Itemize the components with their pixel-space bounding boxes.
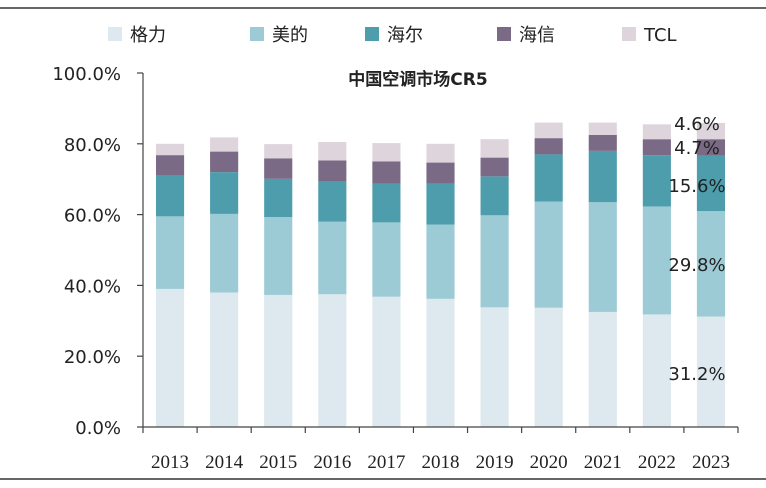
bars xyxy=(155,122,726,427)
bar-segment-美的-2016 xyxy=(318,221,347,295)
bar-segment-海尔-2020 xyxy=(534,154,563,202)
bar-segment-TCL-2017 xyxy=(372,143,401,162)
x-tick-label: 2013 xyxy=(151,452,189,473)
bar-segment-海信-2017 xyxy=(372,161,401,184)
bar-segment-TCL-2020 xyxy=(534,122,563,139)
x-axis: 2013 2014 2015 2016 2017 2018 2019 2020 2021 2022… xyxy=(142,426,739,473)
bar-segment-TCL-2015 xyxy=(264,144,293,159)
x-tick-label: 2014 xyxy=(205,452,244,473)
chart-title: 中国空调市场CR5 xyxy=(348,69,487,90)
bar-segment-海尔-2021 xyxy=(588,150,617,203)
bar-segment-美的-2015 xyxy=(264,217,293,295)
legend: 格力 美的 海尔 海信 TCL xyxy=(108,25,677,46)
bar-segment-海信-2019 xyxy=(480,157,509,177)
bar-segment-美的-2014 xyxy=(210,213,239,293)
bar-segment-格力-2017 xyxy=(372,296,401,427)
bar-segment-海尔-2019 xyxy=(480,176,509,216)
bar-segment-TCL-2021 xyxy=(588,122,617,135)
bar-segment-美的-2013 xyxy=(155,216,185,289)
data-label-海信: 4.7% xyxy=(674,138,720,159)
legend-label-格力: 格力 xyxy=(130,25,166,46)
bar-segment-格力-2016 xyxy=(318,294,347,427)
bar-segment-格力-2015 xyxy=(264,294,293,427)
bar-segment-格力-2018 xyxy=(426,298,455,427)
y-tick-label: 40.0% xyxy=(64,276,121,297)
bar-segment-海尔-2013 xyxy=(155,175,185,217)
bar-segment-美的-2020 xyxy=(534,201,563,308)
x-tick-label: 2015 xyxy=(259,452,297,473)
bar-segment-海尔-2017 xyxy=(372,183,401,223)
bar-segment-TCL-2014 xyxy=(210,137,239,152)
bar-segment-海信-2021 xyxy=(588,134,617,151)
legend-swatch-海信 xyxy=(497,27,511,41)
bar-segment-格力-2013 xyxy=(155,288,185,427)
bar-segment-格力-2014 xyxy=(210,292,239,427)
legend-swatch-格力 xyxy=(108,27,122,41)
bar-segment-海尔-2015 xyxy=(264,178,293,218)
bar-segment-海信-2020 xyxy=(534,138,563,155)
bar-segment-海信-2013 xyxy=(155,155,185,176)
bar-segment-美的-2019 xyxy=(480,215,509,308)
bar-segment-海信-2022 xyxy=(642,139,671,156)
bar-segment-海信-2018 xyxy=(426,162,455,184)
bar-segment-海信-2014 xyxy=(210,151,239,173)
bar-segment-格力-2020 xyxy=(534,307,563,427)
bar-segment-海尔-2014 xyxy=(210,172,239,214)
legend-label-海尔: 海尔 xyxy=(387,25,423,46)
bar-segment-美的-2023 xyxy=(696,211,726,317)
x-tick-label: 2020 xyxy=(530,452,568,473)
y-tick-label: 0.0% xyxy=(75,418,121,439)
bar-segment-海信-2023 xyxy=(696,139,726,156)
y-tick-label: 100.0% xyxy=(52,64,121,85)
x-tick-label: 2022 xyxy=(638,452,676,473)
bar-segment-海尔-2022 xyxy=(642,155,671,207)
y-tick-label: 80.0% xyxy=(64,135,121,156)
data-label-TCL: 4.6% xyxy=(674,114,720,135)
data-labels: 31.2% 29.8% 15.6% 4.7% 4.6% xyxy=(668,114,725,385)
bar-segment-TCL-2019 xyxy=(480,139,509,158)
bar-segment-美的-2021 xyxy=(588,202,617,312)
bar-segment-美的-2017 xyxy=(372,222,401,297)
bar-segment-海尔-2018 xyxy=(426,183,455,225)
x-tick-label: 2017 xyxy=(367,452,405,473)
x-tick-label: 2023 xyxy=(692,452,730,473)
bar-segment-美的-2018 xyxy=(426,224,455,299)
y-axis: 0.0% 20.0% 40.0% 60.0% 80.0% 100.0% xyxy=(52,64,144,439)
legend-swatch-美的 xyxy=(250,27,264,41)
legend-label-美的: 美的 xyxy=(272,25,308,46)
bar-segment-TCL-2016 xyxy=(318,142,347,161)
data-label-格力: 31.2% xyxy=(668,364,725,385)
data-label-美的: 29.8% xyxy=(668,255,725,276)
x-tick-label: 2018 xyxy=(422,452,460,473)
y-tick-label: 20.0% xyxy=(64,347,121,368)
bar-segment-海尔-2016 xyxy=(318,181,347,222)
legend-label-海信: 海信 xyxy=(519,25,555,46)
bar-segment-格力-2021 xyxy=(588,311,617,427)
bar-segment-格力-2022 xyxy=(642,314,671,427)
data-label-海尔: 15.6% xyxy=(668,176,725,197)
bar-segment-TCL-2018 xyxy=(426,143,455,163)
bar-segment-TCL-2022 xyxy=(642,124,671,140)
bar-segment-海信-2016 xyxy=(318,160,347,182)
bar-segment-TCL-2013 xyxy=(155,143,185,156)
legend-swatch-TCL xyxy=(622,27,636,41)
y-tick-label: 60.0% xyxy=(64,206,121,227)
bar-segment-格力-2019 xyxy=(480,307,509,427)
legend-swatch-海尔 xyxy=(365,27,379,41)
bar-segment-海信-2015 xyxy=(264,158,293,179)
bar-segment-TCL-2023 xyxy=(696,122,726,140)
x-tick-label: 2016 xyxy=(313,452,351,473)
x-tick-label: 2019 xyxy=(476,452,514,473)
legend-label-TCL: TCL xyxy=(643,25,677,46)
bar-segment-美的-2022 xyxy=(642,206,671,315)
x-tick-label: 2021 xyxy=(584,452,622,473)
bar-segment-格力-2023 xyxy=(696,316,726,427)
bar-segment-海尔-2023 xyxy=(696,155,726,212)
